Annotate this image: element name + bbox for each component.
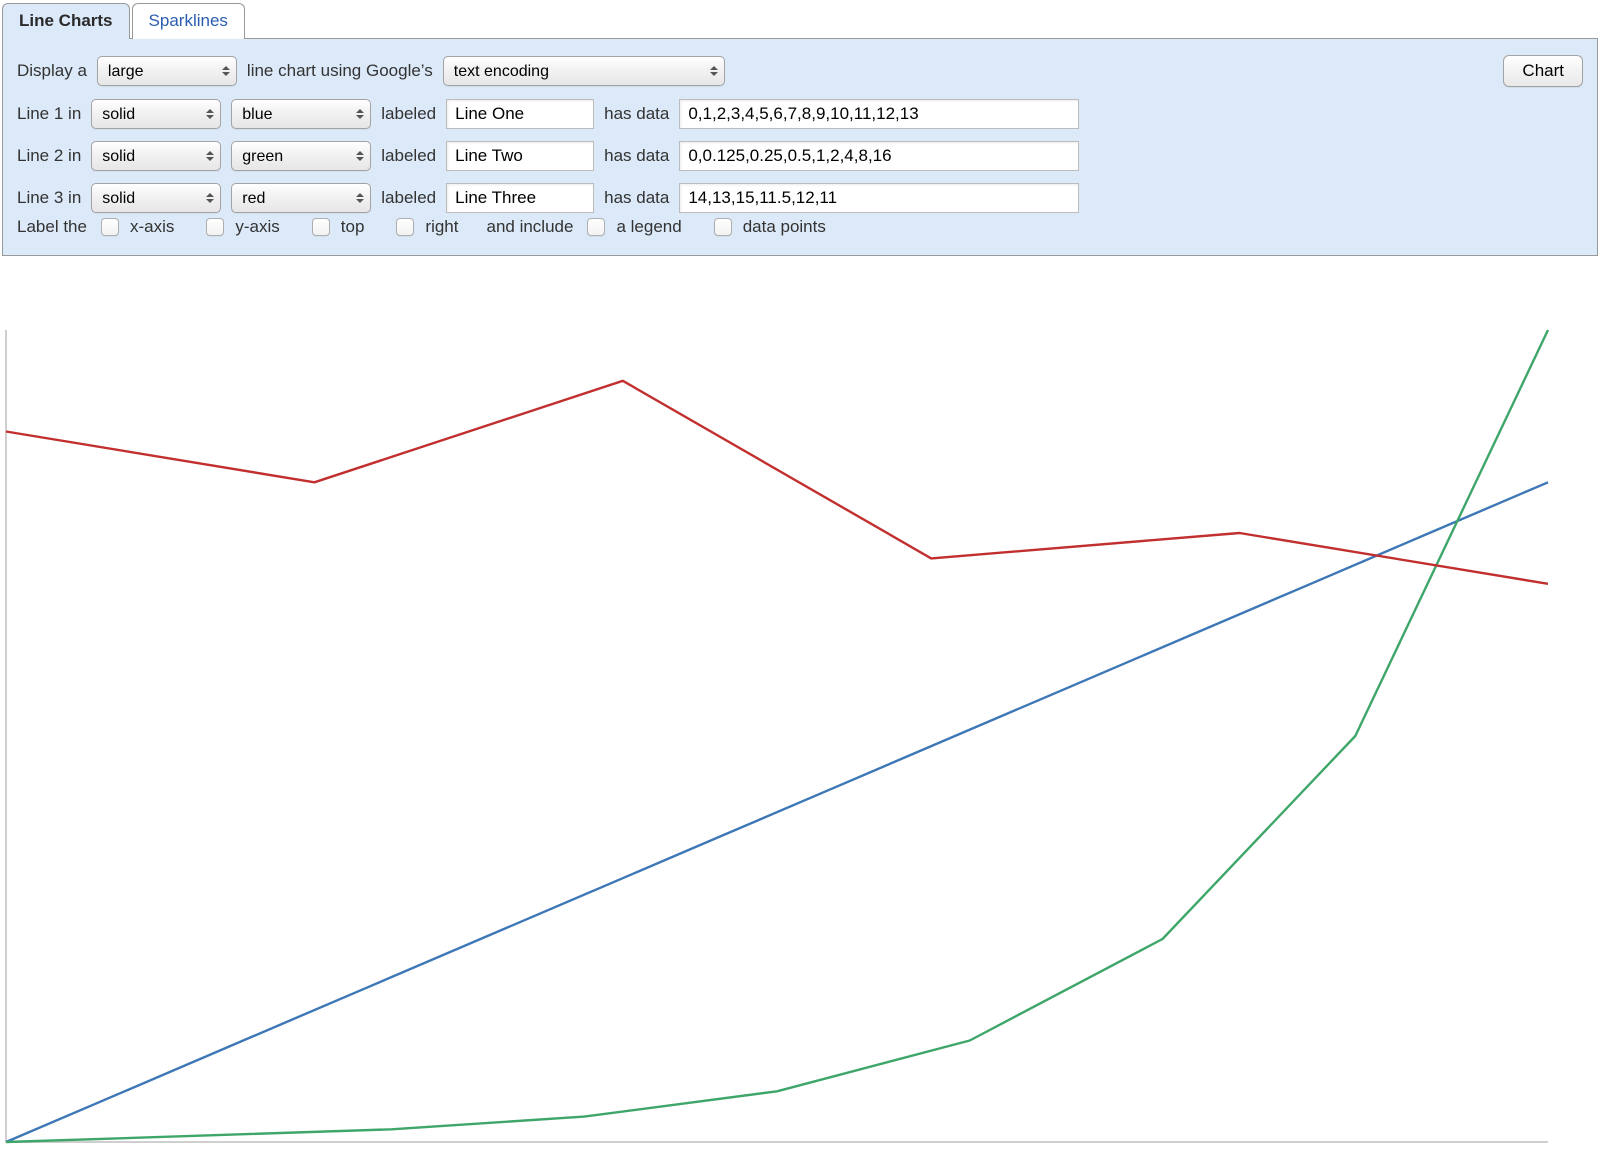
- checkbox-top[interactable]: [312, 218, 330, 236]
- tab-sparklines[interactable]: Sparklines: [132, 3, 245, 39]
- line-chart: [2, 326, 1552, 1146]
- checkbox-legend[interactable]: [587, 218, 605, 236]
- line-1-color-select[interactable]: bluegreenredorangepurple: [231, 99, 371, 129]
- text-line-1-hasdata: has data: [604, 100, 669, 128]
- checkbox-x-axis[interactable]: [101, 218, 119, 236]
- checkbox-y-axis-label: y-axis: [235, 213, 279, 241]
- tabs: Line Charts Sparklines: [2, 2, 1598, 38]
- row-line-1: Line 1 in soliddasheddotted bluegreenredor…: [17, 99, 1583, 129]
- line-3-color-select[interactable]: bluegreenredorangepurple: [231, 183, 371, 213]
- size-select[interactable]: smallmediumlarge: [97, 56, 237, 86]
- text-line-2-hasdata: has data: [604, 142, 669, 170]
- tab-line-charts[interactable]: Line Charts: [2, 3, 130, 39]
- row-labels: Label the x-axis y-axis top right and in…: [17, 213, 1583, 241]
- line-2-style-select[interactable]: soliddasheddotted: [91, 141, 221, 171]
- checkbox-right-label: right: [425, 213, 458, 241]
- checkbox-top-label: top: [341, 213, 365, 241]
- line-1-style-select[interactable]: soliddasheddotted: [91, 99, 221, 129]
- text-line-3-hasdata: has data: [604, 184, 669, 212]
- text-line-1-labeled: labeled: [381, 100, 436, 128]
- encoding-select[interactable]: text encodingsimple encodingextended enc…: [443, 56, 725, 86]
- checkbox-data-points-label: data points: [743, 213, 826, 241]
- line-2-color-select[interactable]: bluegreenredorangepurple: [231, 141, 371, 171]
- line-1-label-input[interactable]: [446, 99, 594, 129]
- line-1-data-input[interactable]: [679, 99, 1079, 129]
- checkbox-y-axis[interactable]: [206, 218, 224, 236]
- chart-button[interactable]: Chart: [1503, 55, 1583, 87]
- row-line-2: Line 2 in soliddasheddotted bluegreenredor…: [17, 141, 1583, 171]
- text-line-chart-using: line chart using Google’s: [247, 57, 433, 85]
- checkbox-data-points[interactable]: [714, 218, 732, 236]
- text-and-include: and include: [486, 213, 573, 241]
- checkbox-right[interactable]: [396, 218, 414, 236]
- line-2-data-input[interactable]: [679, 141, 1079, 171]
- series-line-one: [6, 482, 1548, 1142]
- checkbox-legend-label: a legend: [616, 213, 681, 241]
- line-3-label-input[interactable]: [446, 183, 594, 213]
- row-line-3: Line 3 in soliddasheddotted bluegreenredor…: [17, 183, 1583, 213]
- chart-area: [2, 326, 1598, 1146]
- text-display-a: Display a: [17, 57, 87, 85]
- series-line-three: [6, 381, 1548, 584]
- checkbox-x-axis-label: x-axis: [130, 213, 174, 241]
- form-panel: Display a smallmediumlarge line chart us…: [2, 38, 1598, 256]
- line-2-label-input[interactable]: [446, 141, 594, 171]
- text-label-the: Label the: [17, 213, 87, 241]
- line-3-style-select[interactable]: soliddasheddotted: [91, 183, 221, 213]
- line-3-data-input[interactable]: [679, 183, 1079, 213]
- row-display: Display a smallmediumlarge line chart us…: [17, 55, 1583, 87]
- series-line-two: [6, 330, 1548, 1142]
- text-line-1-prefix: Line 1 in: [17, 100, 81, 128]
- text-line-2-labeled: labeled: [381, 142, 436, 170]
- text-line-3-labeled: labeled: [381, 184, 436, 212]
- text-line-3-prefix: Line 3 in: [17, 184, 81, 212]
- text-line-2-prefix: Line 2 in: [17, 142, 81, 170]
